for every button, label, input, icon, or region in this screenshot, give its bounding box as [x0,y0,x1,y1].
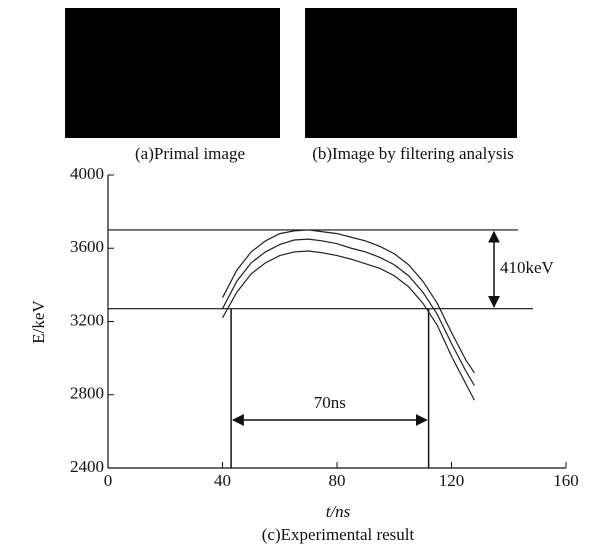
x-tick-label: 80 [329,471,346,490]
image-caption: (b)Image by filtering analysis [312,144,514,163]
x-tick-label: 120 [439,471,465,490]
y-tick-label: 2400 [70,457,104,476]
y-axis-label: E/keV [29,300,48,344]
chart-caption: (c)Experimental result [262,525,415,544]
annotation: 70ns [314,393,346,412]
image-caption: (a)Primal image [135,144,245,163]
y-tick-label: 4000 [70,164,104,183]
x-tick-label: 0 [104,471,113,490]
y-tick-label: 3200 [70,310,104,329]
annotation: 410keV [500,258,555,277]
y-tick-label: 3600 [70,237,104,256]
y-tick-label: 2800 [70,384,104,403]
data-line [223,230,475,373]
x-axis-label: t/ns [326,502,351,521]
data-line [223,251,475,400]
figure: (a)Primal image (b)Image by filtering an… [0,0,593,550]
filtered-image [305,8,517,138]
primal-image [65,8,280,138]
x-tick-label: 160 [553,471,579,490]
x-tick-label: 40 [214,471,231,490]
data-line [223,239,475,386]
